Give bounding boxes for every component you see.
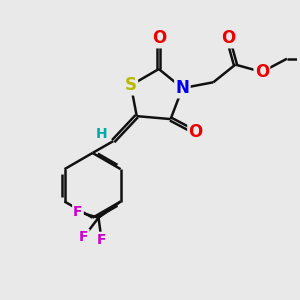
Text: O: O (152, 29, 166, 47)
Text: F: F (97, 233, 106, 247)
Text: F: F (73, 205, 83, 219)
Text: S: S (125, 76, 137, 94)
Text: O: O (221, 29, 235, 47)
Text: N: N (176, 79, 189, 97)
Text: F: F (79, 230, 88, 244)
Text: O: O (188, 123, 203, 141)
Text: O: O (255, 63, 269, 81)
Text: H: H (96, 127, 107, 141)
